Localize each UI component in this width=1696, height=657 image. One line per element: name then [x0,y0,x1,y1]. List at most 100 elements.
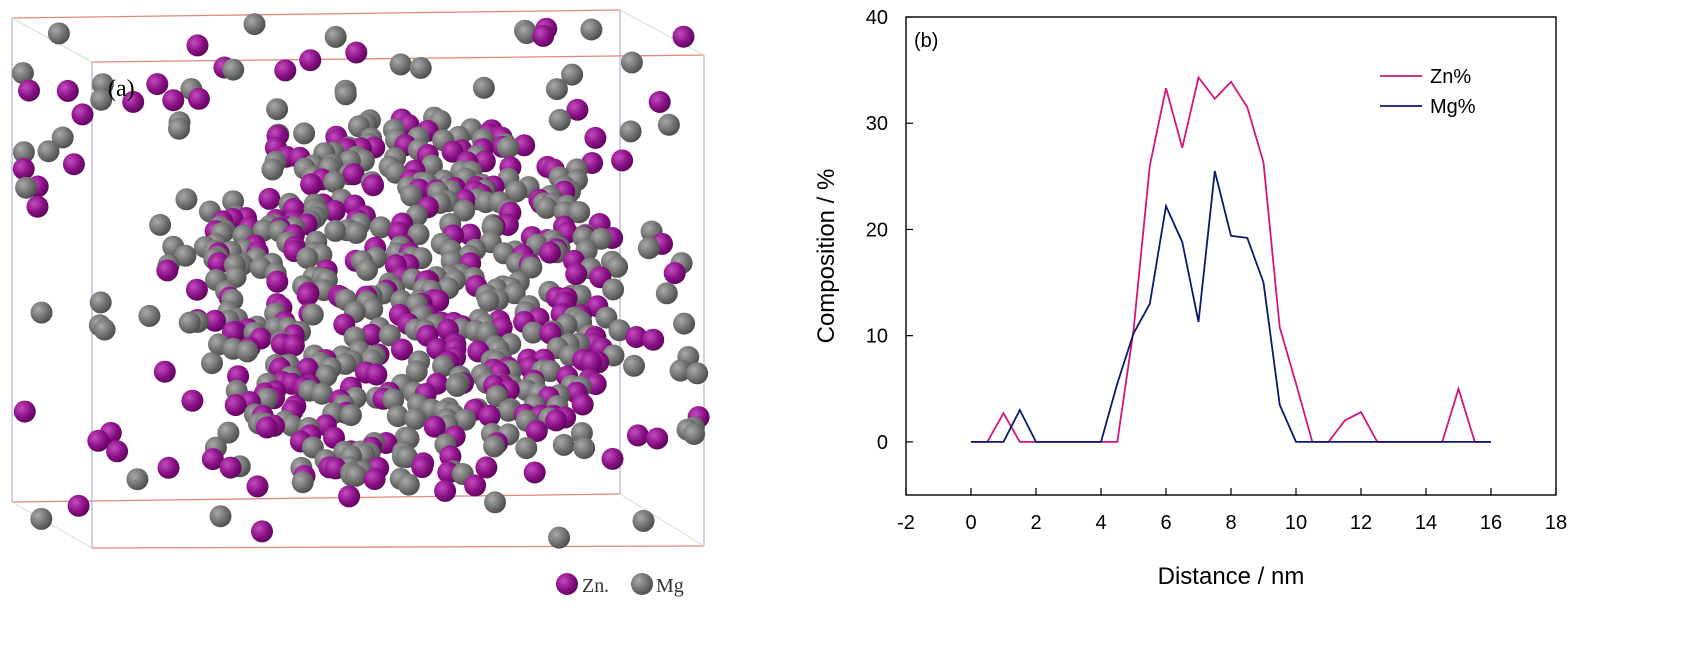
mg-atom [90,88,113,111]
mg-legend-marker [631,573,653,595]
mg-atom [539,360,562,383]
mg-atom [400,184,423,207]
zn-atom [545,409,568,432]
mg-atom [345,464,367,487]
zn-atom [258,187,281,210]
zn-atom [580,351,603,374]
atom-map-image: (a) Zn . Mg [11,9,710,597]
mg-atom [548,108,571,131]
panel-a-label: (a) [108,76,135,102]
zn-atom [475,456,498,479]
zn-atom [187,87,210,110]
mg-atom [149,213,172,236]
zn-atom [601,447,624,470]
mg-atom [47,22,70,45]
mg-atom [580,18,603,41]
mg-legend-label: Mg [656,575,684,597]
zn-atom [565,263,588,286]
zn-atom [571,393,594,416]
zn-atom [153,360,176,383]
zn-atom [18,79,40,102]
mg-atom [296,247,319,269]
zn-atom [181,389,204,412]
zn-atom [538,241,561,264]
zn-atom [360,323,383,346]
mg-atom [15,176,38,199]
legend-label: Mg% [1430,96,1476,118]
mg-atom [407,223,430,246]
mg-atom [606,255,629,278]
mg-atom [301,303,324,326]
mg-atom [484,491,506,514]
atom-map-panel: (a) Zn . Mg [0,0,780,652]
zn-atom [106,440,129,463]
atom-legend: Zn . Mg [556,573,684,597]
mg-atom [175,188,198,211]
y-tick-label: 20 [866,219,888,241]
zn-atom [219,456,242,479]
zn-atom [87,429,110,452]
mg-atom [548,526,571,549]
mg-atom [515,437,538,460]
zn-atom [266,270,289,293]
zn-atom [434,479,457,502]
zn-atom [411,456,434,479]
mg-atom [620,51,643,74]
zn-legend-label: Zn [582,575,604,597]
mg-atom [637,237,660,260]
mg-atom [454,408,476,431]
mg-atom [683,423,706,445]
y-tick-label: 10 [866,326,888,348]
zn-atom [648,91,671,113]
zn-atom [646,427,669,450]
zn-atom [207,252,230,275]
zn-atom [26,195,49,218]
zn-atom [146,73,169,96]
mg-atom [339,404,362,427]
mg-atom [93,318,116,341]
x-tick-label: 16 [1480,512,1502,534]
zn-atom [224,394,247,417]
zn-atom [12,157,35,180]
zn-atom [566,98,589,121]
zn-atom [532,24,555,47]
zn-atom [342,163,365,186]
zn-atom [642,328,665,351]
zn-atom [625,326,648,348]
zn-atom [71,103,94,126]
mg-atom [522,321,544,344]
mg-atom [409,56,432,79]
x-tick-label: 18 [1545,512,1567,534]
mg-atom [334,83,357,106]
mg-atom [311,382,334,405]
zn-atom [363,468,386,491]
mg-atom [30,507,53,530]
mg-atom [222,58,245,81]
mg-atom [669,359,692,382]
mg-atom [89,291,112,314]
zn-atom [246,475,269,498]
zn-atom [162,89,185,112]
mg-atom [209,505,232,528]
zn-atom [186,34,209,57]
x-tick-label: 4 [1095,512,1106,534]
zn-atom [391,338,413,361]
series-lines [971,75,1491,443]
zn-atom [251,520,273,543]
mg-atom [138,304,161,327]
zn-atom [626,424,649,447]
zn-atom [274,59,297,82]
mg-atom [453,199,476,222]
mg-atom [369,216,392,239]
mg-atom [420,154,443,177]
mg-atom [345,221,368,244]
zn-atom [156,259,179,282]
y-tick-label: 30 [866,113,888,135]
mg-atom [686,362,709,385]
mg-atom [291,471,314,494]
mg-atom [657,113,680,136]
zn-atom [464,474,487,497]
mg-atom [404,407,427,430]
zn-atom [365,363,388,386]
zn-atom [255,416,278,439]
